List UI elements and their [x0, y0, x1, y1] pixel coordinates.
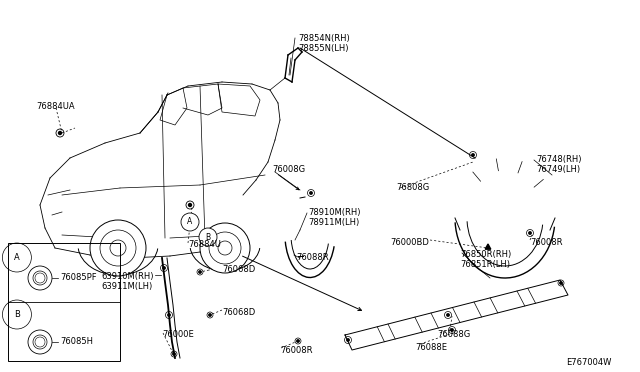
- Circle shape: [529, 232, 531, 234]
- Text: 76000E: 76000E: [162, 330, 194, 339]
- Circle shape: [209, 314, 211, 316]
- Circle shape: [168, 314, 170, 316]
- Text: 76008G: 76008G: [272, 165, 305, 174]
- Text: A: A: [188, 218, 193, 227]
- Circle shape: [347, 339, 349, 341]
- Text: 76085H: 76085H: [60, 337, 93, 346]
- Circle shape: [310, 192, 312, 194]
- Text: 76085PF: 76085PF: [60, 273, 97, 282]
- Text: 76068D: 76068D: [222, 308, 255, 317]
- Text: 76088R: 76088R: [296, 253, 328, 262]
- Circle shape: [199, 271, 201, 273]
- Circle shape: [447, 314, 449, 316]
- Text: 78855N(LH): 78855N(LH): [298, 44, 349, 53]
- Circle shape: [200, 223, 250, 273]
- Text: 76008R: 76008R: [280, 346, 312, 355]
- Text: E767004W: E767004W: [566, 358, 611, 367]
- Text: A: A: [14, 253, 20, 262]
- Text: 76884U: 76884U: [188, 240, 221, 249]
- Text: 78854N(RH): 78854N(RH): [298, 34, 349, 43]
- Text: 63910M(RH): 63910M(RH): [101, 272, 154, 281]
- Text: 63911M(LH): 63911M(LH): [101, 282, 152, 291]
- Text: 76088G: 76088G: [437, 330, 470, 339]
- Text: 76748(RH): 76748(RH): [536, 155, 582, 164]
- Circle shape: [58, 131, 61, 135]
- Text: B: B: [205, 232, 211, 241]
- Text: 76749(LH): 76749(LH): [536, 165, 580, 174]
- Circle shape: [451, 329, 453, 331]
- Text: 78911M(LH): 78911M(LH): [308, 218, 359, 227]
- Circle shape: [199, 228, 217, 246]
- Circle shape: [189, 203, 191, 206]
- Text: 76008R: 76008R: [530, 238, 563, 247]
- Circle shape: [163, 267, 165, 269]
- Circle shape: [560, 282, 562, 284]
- Circle shape: [173, 353, 175, 355]
- Polygon shape: [485, 244, 491, 249]
- Text: 78910M(RH): 78910M(RH): [308, 208, 360, 217]
- Text: B: B: [14, 310, 20, 319]
- Text: 76000BD: 76000BD: [390, 238, 429, 247]
- Circle shape: [181, 213, 199, 231]
- Circle shape: [90, 220, 146, 276]
- Text: 76068D: 76068D: [222, 265, 255, 274]
- Text: 76850R(RH): 76850R(RH): [460, 250, 511, 259]
- Text: 76088E: 76088E: [415, 343, 447, 352]
- Circle shape: [472, 154, 474, 156]
- Text: 76884UA: 76884UA: [36, 102, 75, 111]
- Circle shape: [297, 340, 300, 342]
- Text: 76808G: 76808G: [396, 183, 429, 192]
- Text: 76851R(LH): 76851R(LH): [460, 260, 510, 269]
